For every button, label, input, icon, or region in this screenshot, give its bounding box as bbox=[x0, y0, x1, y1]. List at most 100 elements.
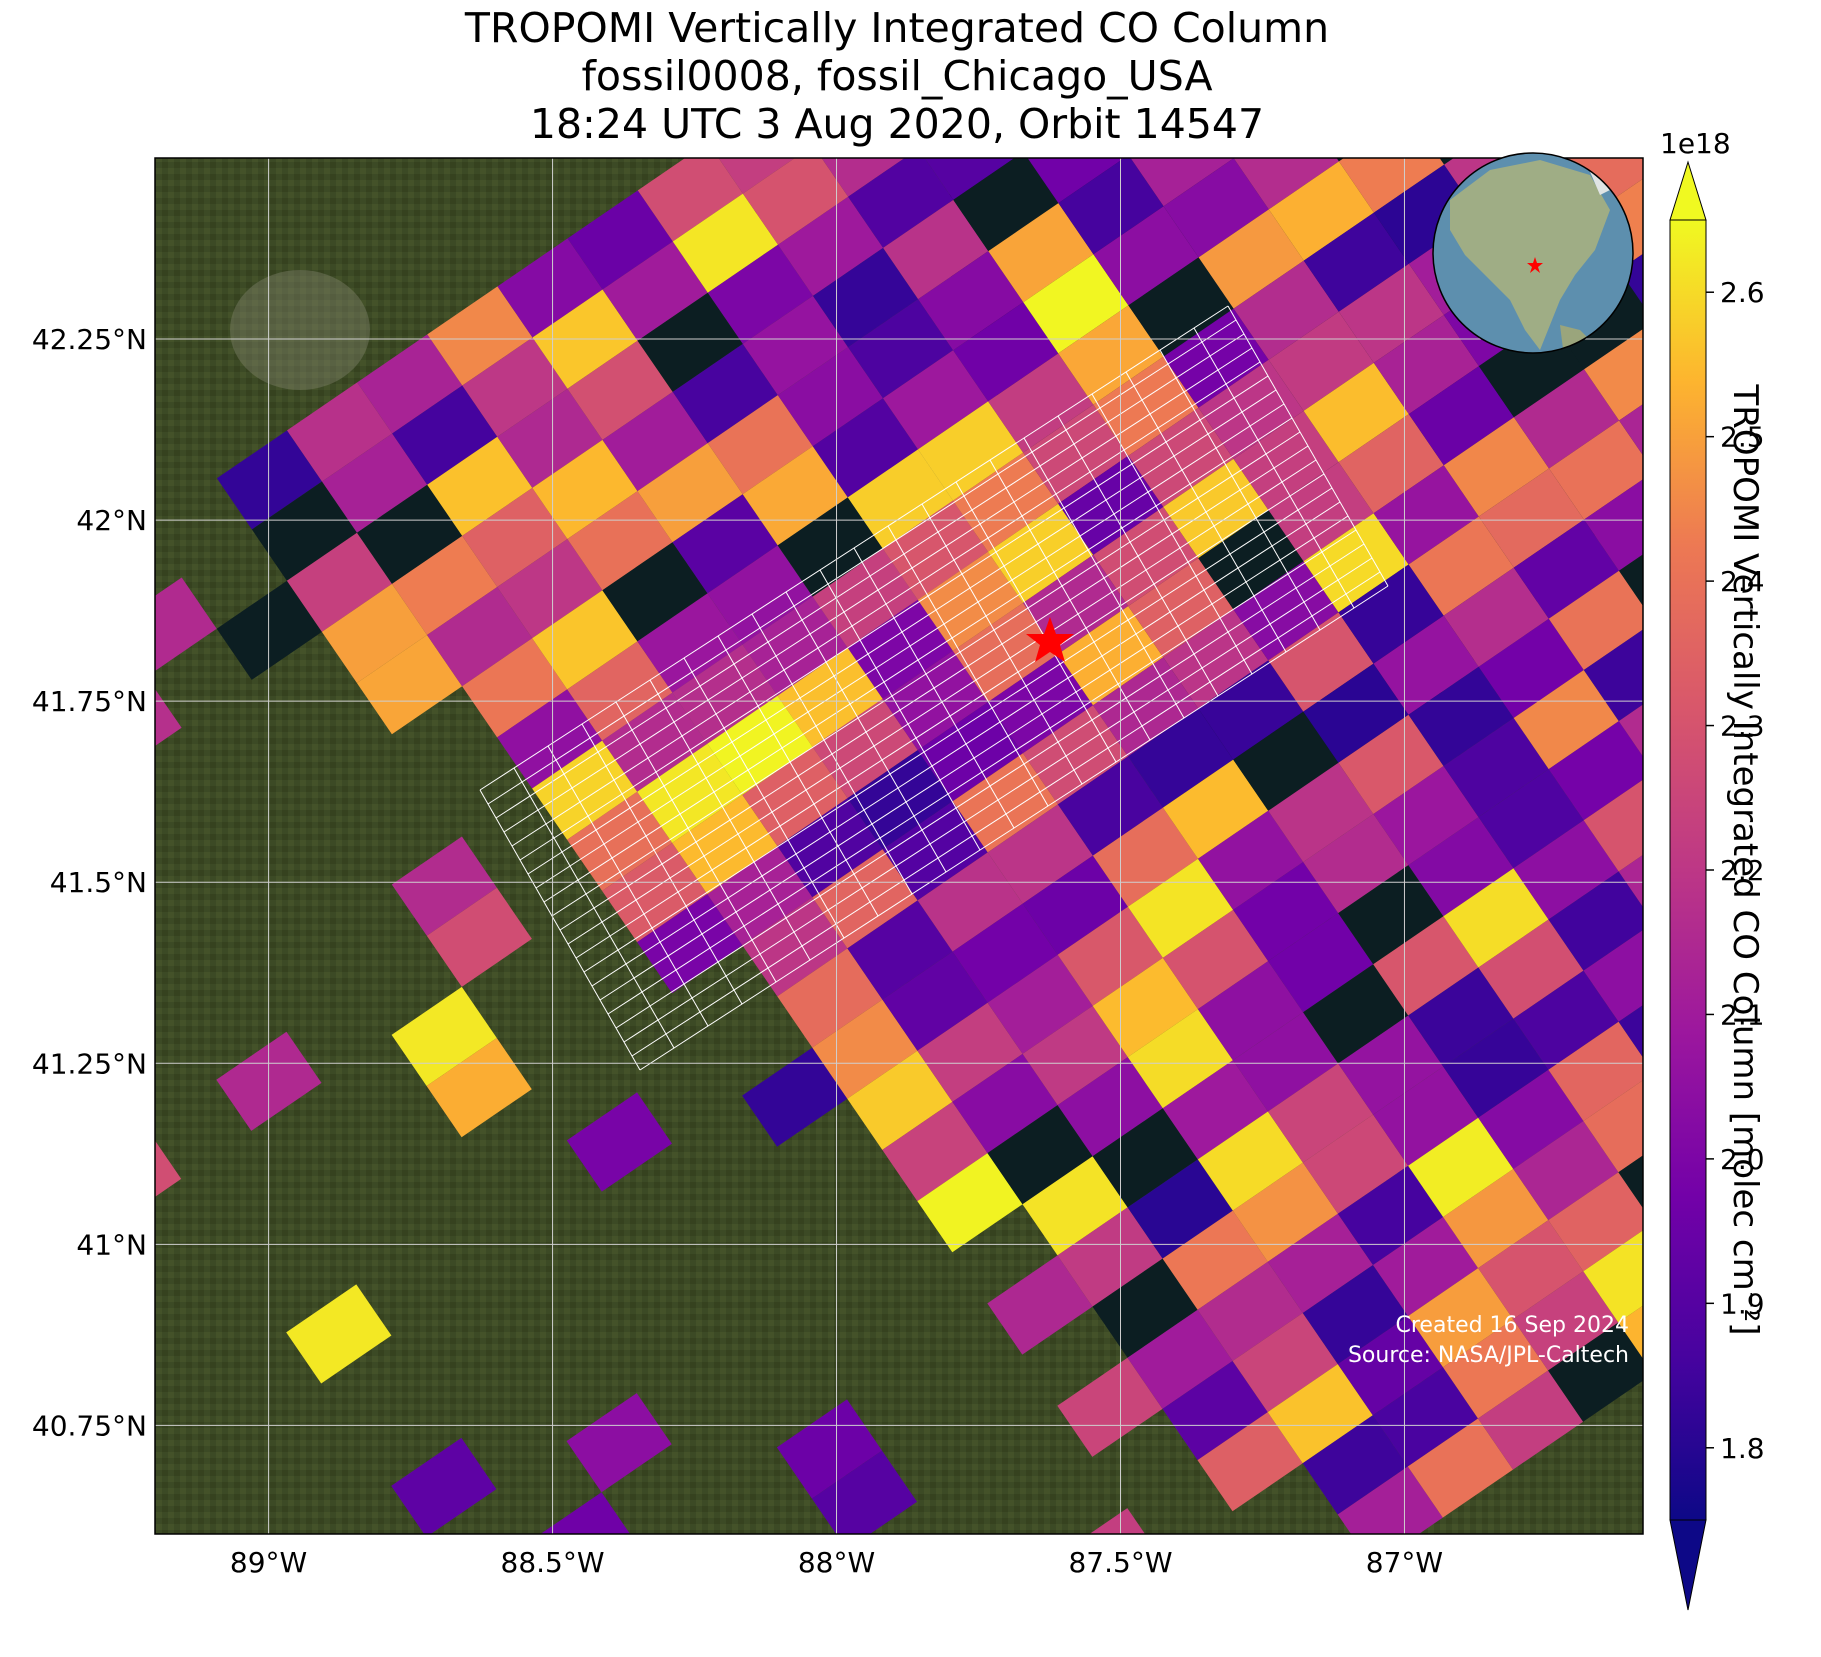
co-pixel bbox=[1197, 1412, 1303, 1512]
co-pixel bbox=[391, 1437, 497, 1534]
co-pixel bbox=[1163, 308, 1269, 408]
co-pixel bbox=[882, 951, 988, 1051]
co-pixel bbox=[602, 241, 708, 341]
co-pixel bbox=[1443, 417, 1549, 517]
co-pixel bbox=[1233, 862, 1339, 962]
y-tick-label: 42.25°N bbox=[32, 323, 147, 356]
co-pixel bbox=[987, 1255, 1093, 1355]
co-pixel bbox=[848, 158, 954, 248]
globe-star-icon bbox=[1527, 257, 1543, 273]
co-pixel bbox=[356, 635, 463, 735]
co-pixel bbox=[1373, 916, 1479, 1016]
x-axis-ticks: 89°W 88.5°W 88°W 87.5°W 87°W bbox=[230, 1546, 1443, 1579]
co-pixel bbox=[777, 347, 883, 447]
target-grid-line bbox=[575, 473, 1325, 959]
colorbar: 1e18 1.8 1.9 2.0 2.1 2.2 2.3 2.4 2.5 2.6 bbox=[1660, 127, 1765, 1611]
co-pixel bbox=[1198, 810, 1304, 910]
co-pixel bbox=[1027, 158, 1125, 204]
co-pixel bbox=[1338, 263, 1444, 363]
co-pixel bbox=[216, 580, 322, 680]
co-pixel bbox=[1162, 1060, 1268, 1160]
y-axis-ticks: 42.25°N 42°N 41.75°N 41.5°N 41.25°N 41°N 40.75… bbox=[32, 323, 147, 1442]
co-pixel bbox=[1548, 1021, 1643, 1121]
target-grid-line bbox=[615, 543, 1365, 1029]
site-star-icon bbox=[1026, 617, 1074, 662]
x-tick-label: 89°W bbox=[230, 1546, 307, 1579]
co-pixel bbox=[987, 804, 1093, 904]
co-pixel bbox=[777, 948, 883, 1048]
co-pixel bbox=[1583, 629, 1643, 722]
co-pixel bbox=[567, 641, 673, 741]
co-pixel bbox=[1338, 1015, 1444, 1115]
co-pixel bbox=[602, 542, 708, 642]
co-pixel bbox=[1268, 913, 1374, 1013]
co-pixel bbox=[357, 484, 463, 584]
y-tick-label: 40.75°N bbox=[32, 1409, 147, 1442]
co-pixel bbox=[637, 593, 743, 693]
co-pixel bbox=[1089, 1508, 1146, 1534]
co-pixel bbox=[1619, 404, 1643, 456]
co-pixel bbox=[1478, 618, 1584, 718]
co-pixel bbox=[1338, 158, 1445, 213]
co-pixel bbox=[567, 190, 673, 290]
co-pixel bbox=[1373, 1066, 1479, 1166]
co-pixel bbox=[882, 500, 988, 600]
co-pixel bbox=[321, 583, 427, 683]
co-pixel bbox=[1443, 718, 1549, 818]
co-pixel bbox=[1233, 260, 1339, 360]
co-pixel bbox=[532, 590, 638, 690]
co-pixel bbox=[1618, 704, 1643, 757]
co-pixel bbox=[917, 1153, 1023, 1253]
co-pixel bbox=[847, 750, 953, 850]
co-pixel bbox=[917, 852, 1023, 952]
co-pixel bbox=[848, 299, 954, 399]
co-pixel bbox=[1130, 158, 1234, 207]
co-pixel bbox=[672, 343, 778, 444]
co-pixel bbox=[1198, 359, 1304, 459]
co-pixel bbox=[462, 337, 568, 437]
co-pixel bbox=[1058, 305, 1164, 405]
co-pixel bbox=[707, 395, 813, 495]
co-pixel bbox=[1513, 670, 1619, 770]
co-pixel bbox=[1303, 814, 1409, 914]
co-pixel bbox=[742, 746, 848, 847]
co-pixel bbox=[1058, 455, 1164, 555]
co-pixel bbox=[953, 452, 1059, 552]
y-tick-label: 41.5°N bbox=[50, 866, 147, 899]
co-pixel bbox=[776, 1399, 882, 1499]
co-pixel bbox=[917, 1002, 1023, 1102]
co-pixel bbox=[1023, 254, 1129, 354]
co-pixel bbox=[1303, 663, 1409, 763]
co-pixel bbox=[1302, 1415, 1408, 1515]
co-pixel bbox=[1513, 820, 1619, 920]
co-pixel bbox=[1618, 1155, 1643, 1209]
target-grid-line bbox=[551, 431, 1301, 917]
co-pixel bbox=[1407, 1418, 1513, 1518]
title-line-2: fossil0008, fossil_Chicago_USA bbox=[581, 52, 1213, 100]
co-pixel bbox=[1583, 1080, 1643, 1173]
co-pixel bbox=[1197, 1111, 1303, 1211]
co-pixel bbox=[1127, 1009, 1233, 1109]
co-pixel bbox=[1163, 458, 1269, 559]
co-pixel bbox=[812, 398, 918, 498]
co-pixel bbox=[1618, 1305, 1643, 1359]
target-grid-line bbox=[495, 333, 1245, 819]
co-pixel bbox=[821, 158, 905, 197]
co-pixel bbox=[1268, 462, 1374, 562]
co-pixel bbox=[1302, 1265, 1408, 1365]
co-pixel bbox=[637, 158, 743, 242]
co-pixel bbox=[155, 1140, 182, 1197]
co-pixel bbox=[1513, 970, 1619, 1070]
co-pixel bbox=[1478, 1370, 1584, 1470]
title-line-3: 18:24 UTC 3 Aug 2020, Orbit 14547 bbox=[529, 100, 1265, 148]
co-pixel bbox=[1408, 967, 1514, 1067]
co-pixel bbox=[1302, 1114, 1409, 1214]
co-pixel bbox=[1478, 1069, 1584, 1169]
north-america-landmass bbox=[1450, 160, 1610, 350]
co-pixel bbox=[1583, 1230, 1643, 1323]
x-tick-label: 88.5°W bbox=[501, 1546, 605, 1579]
co-pixel bbox=[1373, 1217, 1479, 1317]
title-block: TROPOMI Vertically Integrated CO Column … bbox=[152, 4, 1642, 148]
colorbar-tick-label: 2.0 bbox=[1720, 1143, 1765, 1176]
co-pixel bbox=[532, 740, 638, 840]
